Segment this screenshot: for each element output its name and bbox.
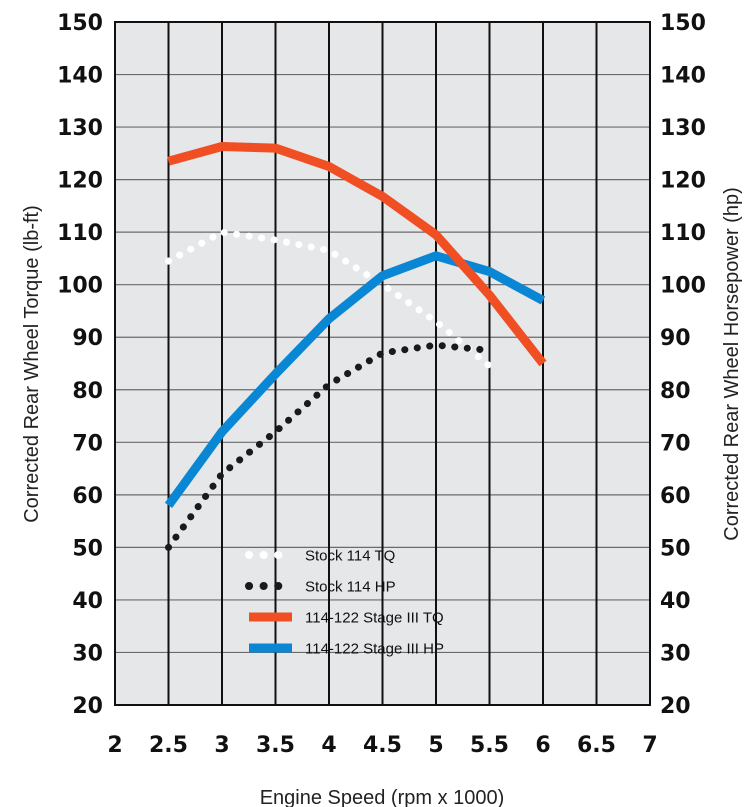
series-line-114-122-stage-iii-tq — [167, 142, 547, 367]
y-tick-label-right: 40 — [660, 589, 691, 614]
y-tick-label-right: 30 — [660, 641, 691, 666]
y-tick-label-right: 100 — [660, 274, 706, 299]
y-tick-label-right: 150 — [660, 11, 706, 36]
y-tick-label-right: 80 — [660, 379, 691, 404]
series-line-stock-114-hp — [165, 341, 493, 551]
x-tick-label: 6 — [535, 733, 550, 758]
legend-label: 114-122 Stage III TQ — [305, 610, 444, 627]
left-y-axis-ticks: 150 140 130 120 110 100 90 80 70 60 50 40 30 20 — [57, 11, 103, 719]
y-tick-label-right: 60 — [660, 484, 691, 509]
x-axis-title: Engine Speed (rpm x 1000) — [260, 787, 505, 807]
legend-label: 114-122 Stage III HP — [305, 641, 444, 658]
x-tick-label: 6.5 — [577, 733, 616, 758]
y-tick-label-left: 40 — [72, 589, 103, 614]
y-tick-label-left: 120 — [57, 169, 103, 194]
y-tick-label-right: 130 — [660, 116, 706, 141]
y-tick-label-right: 50 — [660, 536, 691, 561]
x-tick-label: 7 — [642, 733, 657, 758]
left-y-axis-title: Corrected Rear Wheel Torque (lb-ft) — [21, 205, 43, 523]
y-tick-label-right: 140 — [660, 64, 706, 89]
y-tick-label-left: 50 — [72, 536, 103, 561]
y-tick-label-left: 90 — [72, 326, 103, 351]
x-tick-label: 4 — [321, 733, 336, 758]
y-tick-label-left: 110 — [57, 221, 103, 246]
x-tick-label: 5.5 — [470, 733, 509, 758]
series-line-114-122-stage-iii-hp — [164, 251, 546, 509]
x-tick-label: 3.5 — [256, 733, 295, 758]
y-tick-label-left: 150 — [57, 11, 103, 36]
legend-label: Stock 114 HP — [305, 579, 396, 596]
y-tick-label-right: 70 — [660, 431, 691, 456]
y-tick-label-left: 30 — [72, 641, 103, 666]
x-tick-label: 5 — [428, 733, 443, 758]
x-tick-label: 3 — [214, 733, 229, 758]
right-y-axis-ticks: 150 140 130 120 110 100 90 80 70 60 50 40 30 20 — [660, 11, 706, 719]
x-tick-label: 2 — [107, 733, 122, 758]
y-tick-label-left: 60 — [72, 484, 103, 509]
x-tick-label: 2.5 — [149, 733, 188, 758]
y-tick-label-left: 80 — [72, 379, 103, 404]
y-tick-label-left: 20 — [72, 694, 103, 719]
y-tick-label-left: 130 — [57, 116, 103, 141]
y-tick-label-right: 120 — [660, 169, 706, 194]
series-line-stock-114-tq — [165, 228, 493, 370]
y-tick-label-left: 70 — [72, 431, 103, 456]
x-tick-label: 4.5 — [363, 733, 402, 758]
x-axis-ticks: 2 2.5 3 3.5 4 4.5 5 5.5 6 6.5 7 — [107, 733, 657, 758]
y-tick-label-left: 100 — [57, 274, 103, 299]
legend-label: Stock 114 TQ — [305, 548, 395, 565]
series-layer — [164, 142, 547, 551]
right-y-axis-title: Corrected Rear Wheel Horsepower (hp) — [721, 187, 743, 540]
y-tick-label-right: 110 — [660, 221, 706, 246]
plot-border — [114, 21, 651, 706]
legend: Stock 114 TQ Stock 114 HP 114-122 Stage II… — [245, 548, 444, 658]
y-tick-label-right: 20 — [660, 694, 691, 719]
y-tick-label-right: 90 — [660, 326, 691, 351]
y-tick-label-left: 140 — [57, 64, 103, 89]
